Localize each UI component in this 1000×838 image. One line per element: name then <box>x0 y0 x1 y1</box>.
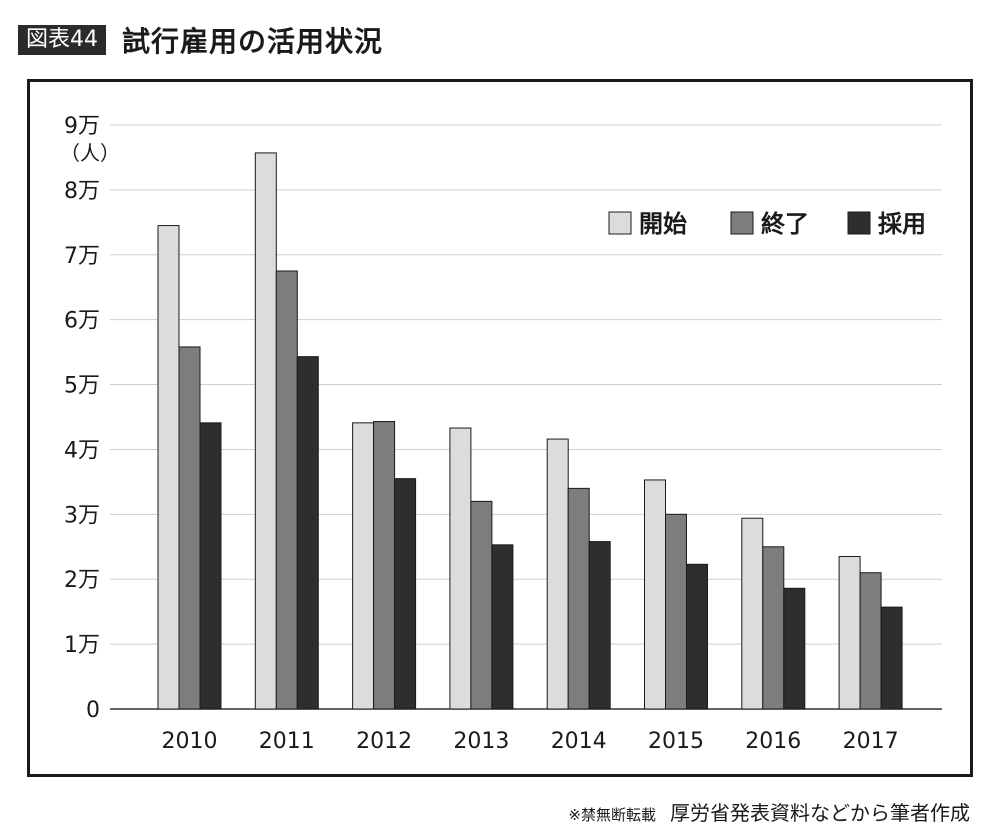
y-tick-label: 4万 <box>64 438 100 463</box>
bar-終了-2014 <box>567 487 590 710</box>
bar-終了-2016 <box>762 546 785 710</box>
legend-label: 採用 <box>878 210 926 238</box>
bars <box>157 152 903 710</box>
bar-終了-2017 <box>859 572 882 710</box>
figure-header: 図表44 試行雇用の活用状況 <box>18 20 383 60</box>
bar-終了-2015 <box>665 513 687 710</box>
y-tick-label: 0 <box>86 698 100 723</box>
bar-採用-2016 <box>783 587 806 710</box>
bar-採用-2011 <box>296 356 319 710</box>
legend-swatch-終了 <box>730 211 754 235</box>
bar-採用-2014 <box>588 541 611 710</box>
figure-number-badge: 図表44 <box>18 25 106 55</box>
legend: 開始 終了 採用 <box>608 210 926 238</box>
x-axis-tick-labels: 2010 2011 2012 2013 2014 2015 2016 2017 <box>162 729 899 754</box>
bar-開始-2015 <box>644 479 666 710</box>
bar-終了-2011 <box>275 270 298 710</box>
x-tick-label: 2013 <box>453 729 509 754</box>
bar-採用-2017 <box>880 606 903 710</box>
y-axis-tick-labels: 0 1万 2万 3万 4万 5万 6万 7万 8万 9万 <box>64 114 100 723</box>
x-tick-label: 2010 <box>162 729 218 754</box>
source-credit: 厚労省発表資料などから筆者作成 <box>670 801 970 825</box>
y-tick-label: 5万 <box>64 374 100 399</box>
copyright-note: ※禁無断転載 <box>568 806 656 824</box>
bar-開始-2014 <box>546 438 569 710</box>
bar-採用-2012 <box>394 478 417 710</box>
y-tick-label: 1万 <box>64 633 100 658</box>
bar-開始-2013 <box>449 427 472 710</box>
bar-終了-2013 <box>470 500 493 710</box>
x-tick-label: 2011 <box>259 729 315 754</box>
x-tick-label: 2016 <box>745 729 801 754</box>
bar-採用-2013 <box>491 544 514 710</box>
gridlines <box>110 124 942 710</box>
bar-開始-2011 <box>254 152 277 710</box>
legend-swatch-開始 <box>608 211 632 235</box>
figure-title: 試行雇用の活用状況 <box>122 25 384 58</box>
legend-label: 終了 <box>761 210 809 238</box>
bar-開始-2016 <box>741 517 764 710</box>
legend-swatch-採用 <box>847 211 871 235</box>
y-axis-unit-label: （人） <box>60 141 120 165</box>
legend-label: 開始 <box>639 210 687 238</box>
footer: ※禁無断転載 厚労省発表資料などから筆者作成 <box>568 797 970 826</box>
bar-採用-2010 <box>199 422 222 710</box>
y-tick-label: 9万 <box>64 114 100 139</box>
x-tick-label: 2012 <box>356 729 412 754</box>
y-tick-label: 8万 <box>64 179 100 204</box>
y-tick-label: 7万 <box>64 244 100 269</box>
x-tick-label: 2017 <box>843 729 899 754</box>
bar-終了-2010 <box>178 346 201 710</box>
y-tick-label: 6万 <box>64 309 100 334</box>
chart-frame <box>27 79 973 777</box>
bar-採用-2015 <box>686 563 708 710</box>
y-tick-label: 2万 <box>64 568 100 593</box>
bar-開始-2012 <box>352 422 375 710</box>
bar-開始-2017 <box>838 556 861 710</box>
x-tick-label: 2015 <box>648 729 704 754</box>
bar-終了-2012 <box>373 421 396 710</box>
y-tick-label: 3万 <box>64 503 100 528</box>
x-tick-label: 2014 <box>551 729 607 754</box>
bar-開始-2010 <box>157 225 180 710</box>
